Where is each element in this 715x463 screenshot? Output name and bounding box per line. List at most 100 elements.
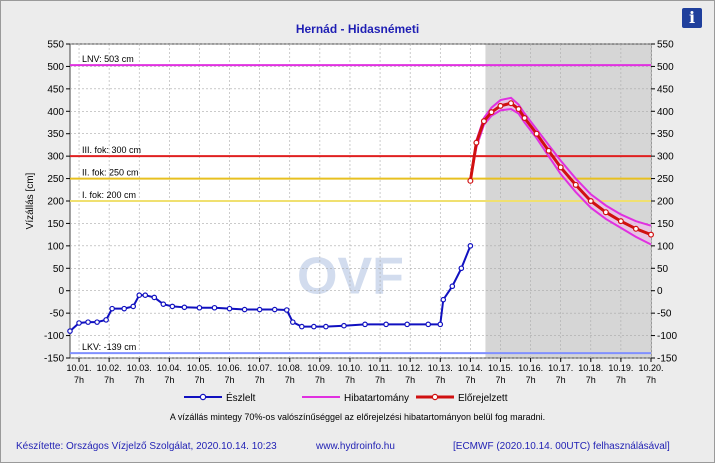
- observed-point: [94, 319, 100, 325]
- forecast-point: [587, 198, 594, 205]
- x-tick-date: 10.08.: [277, 363, 302, 373]
- footer-credit: Készítette: Országos Vízjelző Szolgálat,…: [16, 441, 277, 452]
- x-tick-hour: 7h: [345, 375, 355, 385]
- legend-observed-label: Észlelt: [226, 391, 256, 404]
- y-tick-label-left: 50: [53, 264, 65, 275]
- forecast-point: [480, 118, 487, 125]
- x-tick-hour: 7h: [616, 375, 626, 385]
- x-tick-hour: 7h: [194, 375, 204, 385]
- observed-point: [383, 321, 389, 328]
- info-icon[interactable]: i: [682, 8, 702, 28]
- y-tick-label-left: 200: [47, 197, 64, 208]
- y-tick-label-right: -100: [657, 331, 677, 342]
- x-tick-date: 10.02.: [97, 363, 122, 373]
- level-label: III. fok: 300 cm: [82, 145, 141, 155]
- observed-point: [151, 294, 158, 301]
- observed-point: [76, 320, 82, 326]
- error-band-fill: [470, 97, 651, 245]
- x-tick-date: 10.06.: [217, 363, 242, 373]
- forecast-note: A vízállás mintegy 70%-os valószínűségge…: [169, 412, 546, 422]
- x-tick-hour: 7h: [164, 375, 174, 385]
- observed-point: [181, 304, 188, 311]
- legend-observed-marker: [199, 393, 207, 401]
- observed-point: [103, 317, 109, 323]
- y-tick-label-right: 450: [657, 84, 674, 95]
- y-tick-label-right: 150: [657, 219, 674, 230]
- forecast-point: [533, 130, 540, 137]
- forecast-point: [617, 218, 624, 225]
- x-tick-date: 10.05.: [187, 363, 212, 373]
- observed-point: [85, 319, 91, 325]
- forecast-point: [515, 106, 522, 113]
- level-label: I. fok: 200 cm: [82, 190, 136, 200]
- y-tick-label-right: -50: [657, 309, 672, 320]
- x-tick-date: 10.11.: [368, 363, 392, 373]
- y-tick-label-left: -50: [50, 309, 65, 320]
- forecast-point: [557, 164, 564, 171]
- x-tick-hour: 7h: [465, 375, 475, 385]
- forecast-point: [488, 109, 495, 116]
- x-tick-date: 10.13.: [428, 363, 453, 373]
- observed-point: [458, 265, 465, 272]
- observed-point: [142, 292, 149, 299]
- observed-point: [311, 323, 317, 330]
- observed-point: [298, 323, 305, 330]
- level-label: LNV: 503 cm: [82, 54, 134, 64]
- y-tick-label-right: 200: [657, 197, 674, 208]
- x-tick-date: 10.17.: [548, 363, 573, 373]
- y-tick-label-right: 0: [657, 286, 663, 297]
- x-tick-hour: 7h: [225, 375, 235, 385]
- y-tick-label-right: 350: [657, 129, 674, 140]
- observed-point: [289, 319, 296, 325]
- watermark-text: OVF: [297, 248, 404, 306]
- observed-point: [449, 283, 456, 290]
- x-tick-date: 10.03.: [127, 363, 152, 373]
- forecast-point: [647, 231, 654, 238]
- x-tick-hour: 7h: [495, 375, 505, 385]
- observed-point: [211, 304, 218, 311]
- observed-point: [109, 305, 115, 312]
- observed-point: [226, 305, 233, 312]
- observed-point: [425, 321, 432, 328]
- y-tick-label-right: 250: [657, 174, 674, 185]
- x-tick-date: 10.18.: [578, 363, 603, 373]
- y-tick-label-left: 300: [47, 152, 64, 163]
- observed-point: [467, 243, 474, 249]
- observed-point: [160, 301, 167, 307]
- x-tick-hour: 7h: [435, 375, 445, 385]
- observed-point: [362, 321, 368, 328]
- y-tick-label-right: 50: [657, 264, 669, 275]
- observed-point: [271, 306, 278, 313]
- observed-point: [169, 303, 176, 310]
- x-tick-date: 10.14.: [458, 363, 483, 373]
- y-tick-label-left: -150: [44, 354, 64, 365]
- forecast-point: [632, 225, 639, 232]
- x-tick-hour: 7h: [285, 375, 295, 385]
- x-tick-date: 10.19.: [608, 363, 633, 373]
- y-tick-label-left: 0: [58, 286, 64, 297]
- x-tick-date: 10.04.: [157, 363, 182, 373]
- x-tick-date: 10.09.: [307, 363, 332, 373]
- observed-point: [130, 303, 137, 310]
- observed-point: [241, 306, 248, 313]
- x-tick-date: 10.12.: [398, 363, 423, 373]
- chart-title: Hernád - Hidasnémeti: [295, 22, 420, 36]
- x-tick-date: 10.07.: [247, 363, 272, 373]
- forecast-point: [545, 147, 552, 154]
- y-tick-label-left: 150: [47, 219, 64, 230]
- forecast-point: [508, 100, 515, 107]
- x-tick-hour: 7h: [526, 375, 536, 385]
- x-tick-hour: 7h: [375, 375, 385, 385]
- y-tick-label-right: 300: [657, 152, 674, 163]
- observed-point: [437, 321, 444, 328]
- y-tick-label-right: 550: [657, 40, 674, 51]
- x-tick-date: 10.01.: [67, 363, 92, 373]
- observed-point: [341, 322, 347, 329]
- y-tick-label-right: 400: [657, 107, 674, 118]
- x-tick-hour: 7h: [405, 375, 415, 385]
- y-tick-label-left: 450: [47, 84, 64, 95]
- x-tick-hour: 7h: [74, 375, 84, 385]
- observed-point: [136, 292, 143, 299]
- footer-website-link[interactable]: www.hydroinfo.hu: [316, 441, 395, 452]
